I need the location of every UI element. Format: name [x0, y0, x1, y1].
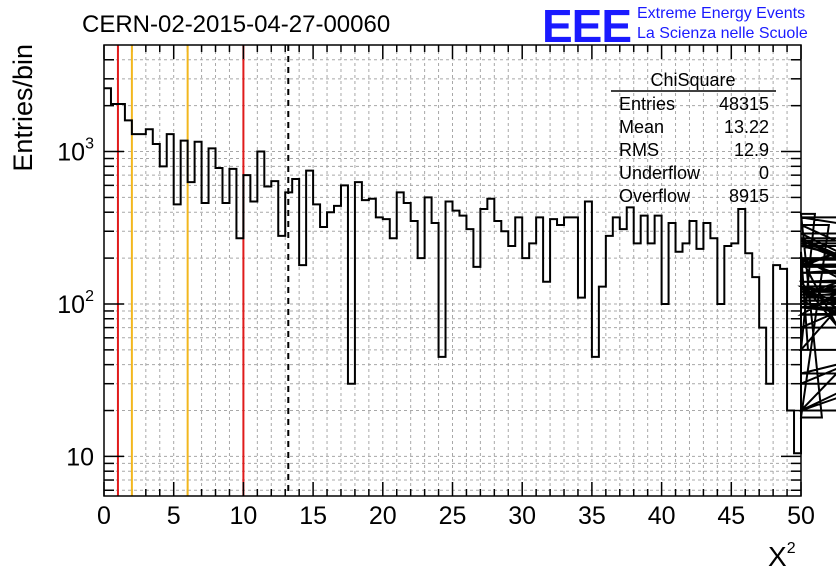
x-tick-label: 35: [578, 502, 606, 530]
y-tick-base: 10: [57, 139, 85, 167]
eee-logo-mark: EEE: [542, 0, 631, 52]
stats-label: Entries: [619, 94, 675, 114]
stats-label: RMS: [619, 140, 659, 160]
x-tick-label: 5: [167, 502, 181, 530]
stats-value: 0: [759, 163, 769, 183]
stats-value: 48315: [719, 94, 769, 114]
x-tick-label: 40: [648, 502, 676, 530]
stats-value: 13.22: [724, 117, 769, 137]
chart-title: CERN-02-2015-04-27-00060: [82, 11, 390, 38]
histogram-line: [104, 87, 836, 455]
x-axis-label: X2: [768, 540, 796, 572]
x-tick-label: 25: [439, 502, 467, 530]
eee-logo-line2: La Scienza nelle Scuole: [637, 25, 808, 42]
x-tick-label: 45: [717, 502, 745, 530]
y-tick-exponent: 3: [85, 136, 94, 153]
x-tick-label: 0: [97, 502, 111, 530]
stats-value: 12.9: [734, 140, 769, 160]
x-tick-label: 20: [369, 502, 397, 530]
x-tick-label: 15: [299, 502, 327, 530]
reference-lines: [116, 45, 290, 496]
stats-label: Overflow: [619, 186, 691, 206]
y-tick-label: 103: [57, 136, 94, 167]
stats-label: Mean: [619, 117, 664, 137]
y-tick-label: 102: [57, 288, 94, 319]
stats-value: 8915: [729, 186, 769, 206]
x-tick-label: 10: [229, 502, 257, 530]
x-axis-label-base: X: [768, 541, 787, 572]
y-axis-label: Entries/bin: [8, 44, 38, 172]
stats-label: Underflow: [619, 163, 701, 183]
x-tick-label: 30: [508, 502, 536, 530]
x-axis-label-sup: 2: [787, 540, 796, 557]
x-tick-label: 50: [787, 502, 815, 530]
stats-title: ChiSquare: [650, 70, 735, 90]
y-tick-exponent: 2: [85, 288, 94, 305]
y-tick-base: 10: [66, 443, 94, 471]
eee-logo: EEE Extreme Energy Events La Scienza nel…: [542, 0, 808, 52]
y-tick-label: 10: [66, 443, 94, 471]
minor-ticks: [104, 45, 801, 496]
y-tick-base: 10: [57, 291, 85, 319]
eee-logo-line1: Extreme Energy Events: [637, 5, 805, 22]
stats-box: ChiSquare Entries 48315 Mean 13.22 RMS 12.9 Un…: [611, 70, 776, 206]
grid: [104, 45, 801, 496]
x-axis-ticks: 0 5 10 15 20 25 30 35 40 45 50: [97, 45, 815, 530]
